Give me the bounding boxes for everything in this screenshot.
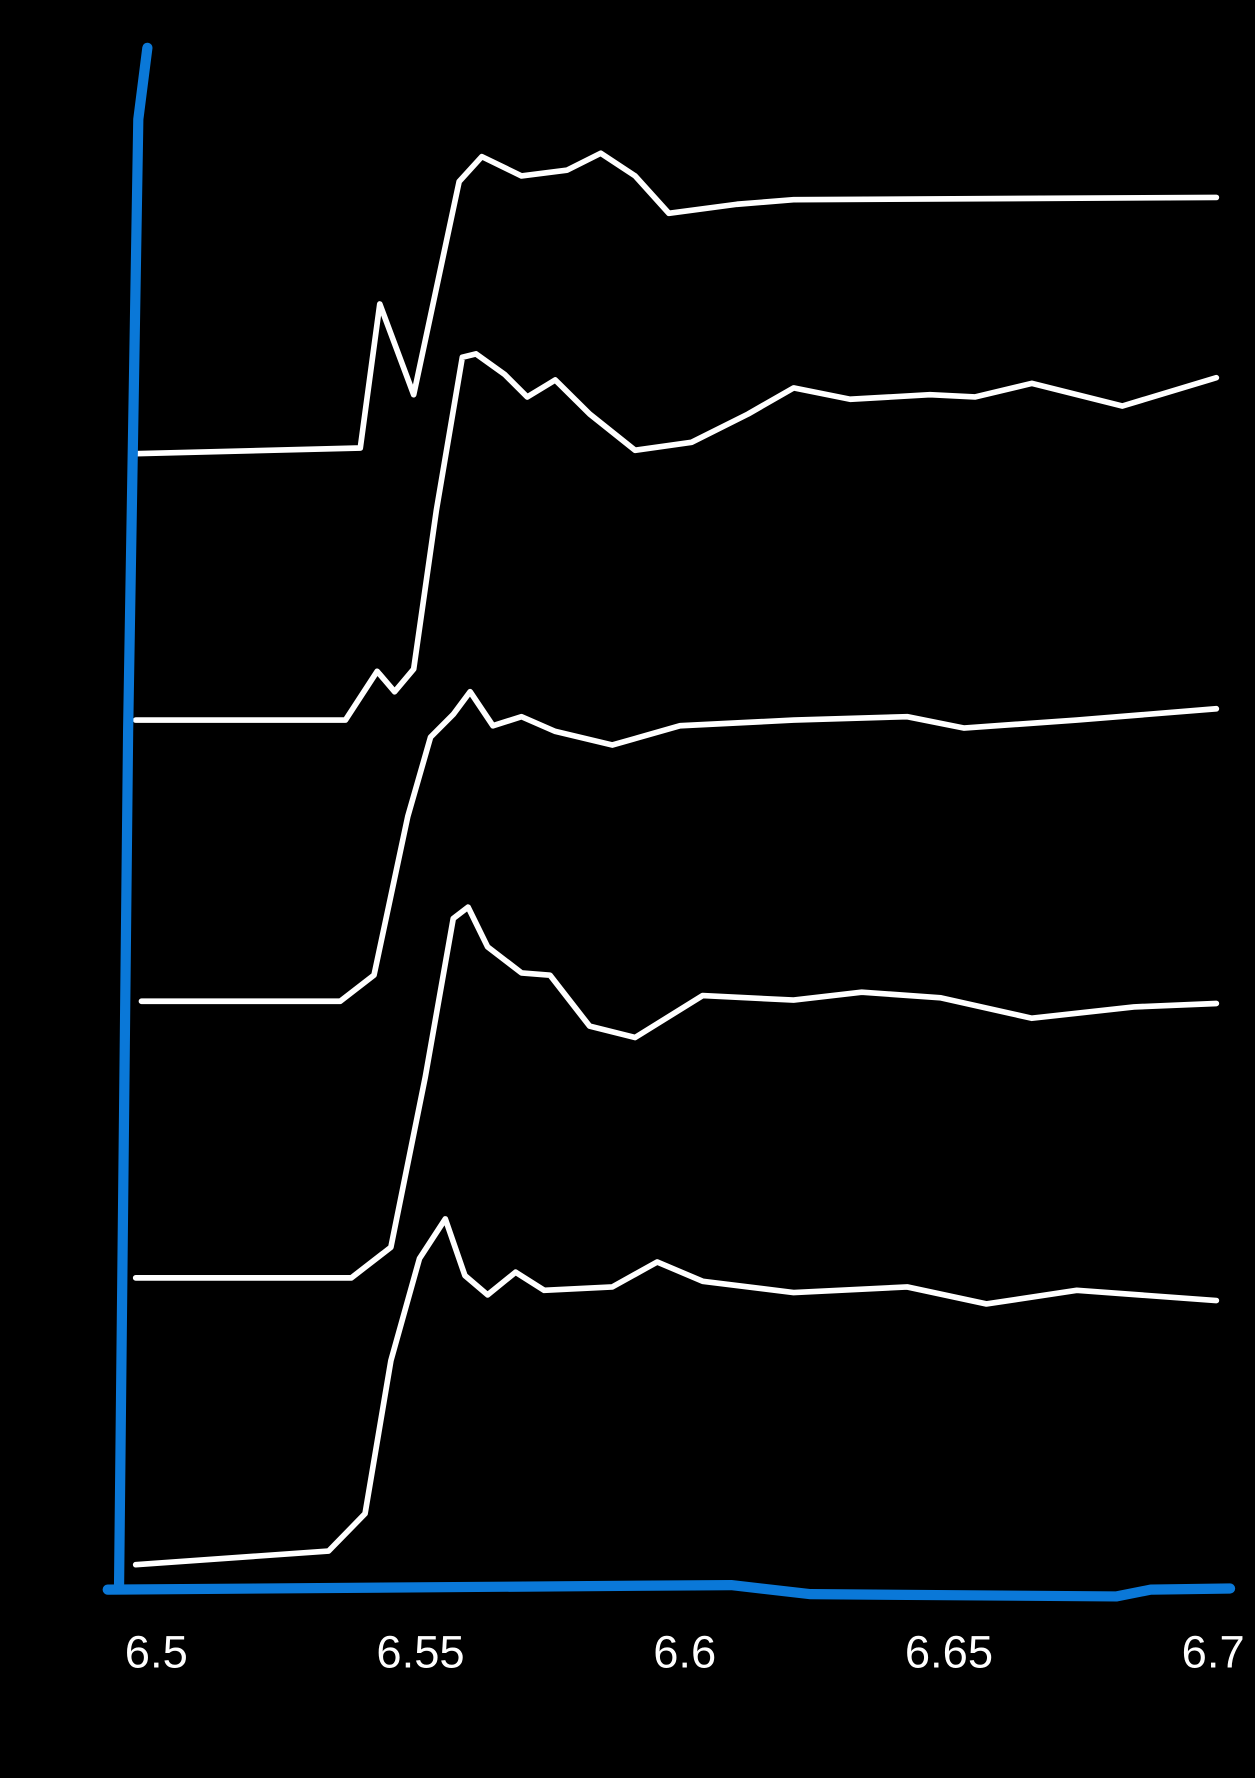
y-axis	[113, 42, 153, 1593]
x-tick-label: 6.6	[653, 1626, 716, 1677]
x-tick-label: 6.65	[905, 1626, 993, 1677]
x-tick-label: 6.5	[125, 1626, 188, 1677]
spectrum-line	[138, 688, 1220, 1005]
spectrum-line	[132, 150, 1220, 457]
spectrum-line	[132, 351, 1220, 723]
spectrum-line	[132, 1216, 1220, 1568]
spectrum-line	[132, 904, 1220, 1281]
x-axis	[102, 1579, 1236, 1602]
x-tick-label: 6.55	[376, 1626, 464, 1677]
x-tick-label: 6.7	[1182, 1626, 1245, 1677]
